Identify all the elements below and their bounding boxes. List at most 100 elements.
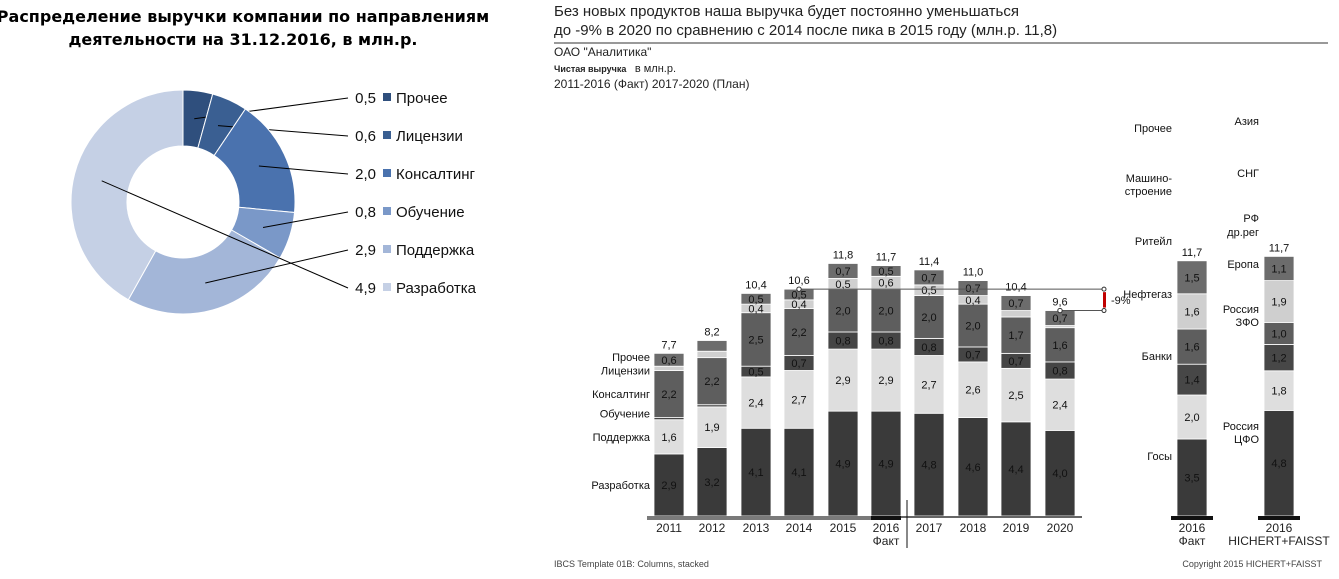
segment-value-label: 1,6 bbox=[1184, 306, 1199, 318]
segment-bar-нефтегаз bbox=[1176, 363, 1208, 396]
bar-total-label: 11,0 bbox=[963, 267, 984, 279]
segment-axis-label: СНГ bbox=[1237, 168, 1259, 180]
bar-value-label: 2,6 bbox=[965, 385, 980, 397]
segment-bar-снг bbox=[1263, 280, 1295, 323]
segment-axis-label: Азия bbox=[1235, 116, 1260, 128]
segment-axis-label: РФ bbox=[1243, 213, 1259, 225]
x-tick-label-2018: 2018 bbox=[960, 521, 987, 535]
measure-bold: Чистая выручка bbox=[554, 64, 627, 74]
segment-axis-label: Ритейл bbox=[1135, 236, 1172, 248]
header-line-2: до -9% в 2020 по сравнению с 2014 после … bbox=[554, 22, 1057, 39]
bar-total-label: 10,4 bbox=[745, 279, 766, 291]
bar-value-label: 4,4 bbox=[1008, 464, 1023, 476]
bar-value-label: 2,2 bbox=[661, 389, 676, 401]
bar-2012-консалтинг bbox=[696, 357, 728, 406]
legend-swatch-консалтинг bbox=[383, 169, 391, 177]
bar-value-label: 1,6 bbox=[661, 432, 676, 444]
segment-value-label: 1,9 bbox=[1271, 297, 1286, 309]
bar-value-label: 4,6 bbox=[965, 462, 980, 474]
legend-label-лицензии: Лицензии bbox=[396, 128, 463, 145]
bar-2015-поддержка bbox=[827, 348, 859, 412]
x-tick-label-2012: 2012 bbox=[699, 521, 726, 535]
bar-value-label: 2,7 bbox=[791, 394, 806, 406]
bar-value-label: 0,8 bbox=[835, 336, 850, 348]
delta-marker bbox=[796, 286, 802, 292]
donut-title-line-2: деятельности на 31.12.2016, в млн.р. bbox=[68, 30, 417, 49]
bar-2011-консалтинг bbox=[653, 370, 685, 418]
segment-total-label: 11,7 bbox=[1182, 247, 1203, 259]
bar-2017-прочее bbox=[913, 269, 945, 286]
segment-axis-label: Прочее bbox=[1134, 123, 1172, 135]
bar-value-label: 0,4 bbox=[965, 295, 980, 307]
bar-total-label: 8,2 bbox=[704, 327, 719, 339]
bar-2018-консалтинг bbox=[957, 303, 989, 348]
series-label-konsalting: Консалтинг bbox=[592, 389, 650, 401]
bar-value-label: 0,7 bbox=[791, 358, 806, 370]
measure-line: Чистая выручка в млн.р. bbox=[554, 59, 676, 76]
bar-total-label: 11,8 bbox=[833, 249, 854, 261]
bar-2020-разработка bbox=[1044, 429, 1076, 517]
bar-2013-консалтинг bbox=[740, 312, 772, 367]
bar-value-label: 4,0 bbox=[1052, 468, 1067, 480]
donut-leader-line bbox=[258, 165, 349, 175]
segment-bar-банки bbox=[1176, 394, 1208, 440]
donut-leader-line bbox=[262, 211, 349, 229]
bar-value-label: 4,8 bbox=[921, 460, 936, 472]
bar-value-label: 0,7 bbox=[965, 349, 980, 361]
bar-total-label: 11,4 bbox=[919, 256, 940, 268]
bar-2016-прочее bbox=[870, 265, 902, 277]
bar-2019-разработка bbox=[1000, 421, 1032, 517]
x-tick-label-2019: 2019 bbox=[1003, 521, 1030, 535]
x-tick-label-2011: 2011 bbox=[656, 521, 682, 535]
bar-value-label: 0,5 bbox=[835, 279, 850, 291]
segment-axis-label: Россия bbox=[1223, 304, 1259, 316]
bar-value-label: 0,6 bbox=[661, 355, 676, 367]
segment-value-label: 1,0 bbox=[1271, 328, 1286, 340]
bar-value-label: 0,6 bbox=[878, 278, 893, 290]
segment-axis-label: строение bbox=[1125, 186, 1172, 198]
bar-value-label: 2,7 bbox=[921, 379, 936, 391]
segment-axis-label: Нефтегаз bbox=[1123, 289, 1172, 301]
donut-title-line-1: Распределение выручки компании по направ… bbox=[0, 7, 489, 26]
donut-value-label: 0,8 bbox=[355, 204, 376, 221]
company-name: ОАО "Аналитика" bbox=[554, 45, 651, 59]
axis-baseline-actual bbox=[647, 516, 871, 520]
legend-label-разработка: Разработка bbox=[396, 280, 477, 297]
donut-leader-line bbox=[205, 249, 349, 284]
delta-marker bbox=[1101, 308, 1107, 314]
measure-unit: в млн.р. bbox=[635, 63, 676, 75]
x-tick-label-2014: 2014 bbox=[786, 521, 813, 535]
x-tick-sublabel: Факт bbox=[873, 534, 900, 548]
bar-value-label: 2,2 bbox=[791, 327, 806, 339]
stacked-columns-panel: Без новых продуктов наша выручка будет п… bbox=[554, 3, 1330, 569]
bar-value-label: 0,5 bbox=[748, 294, 763, 306]
segment-total-label: 11,7 bbox=[1269, 242, 1290, 254]
bar-2016-консалтинг bbox=[870, 288, 902, 333]
series-label-prochee: Прочее bbox=[612, 352, 650, 364]
bar-total-label: 11,7 bbox=[876, 252, 897, 264]
yearly-columns: 2,9 1,6 2,2 0,6 7,7 2011 3,2 1,9 2,2 8,2 2012 4,1 2,… bbox=[591, 249, 1131, 548]
donut-slice-поддержка bbox=[127, 229, 281, 315]
segment-bar-азия bbox=[1263, 255, 1295, 281]
segment-bar-ритейл bbox=[1176, 328, 1208, 365]
donut-value-label: 0,6 bbox=[355, 128, 376, 145]
bar-value-label: 2,0 bbox=[921, 312, 936, 324]
bar-value-label: 4,1 bbox=[748, 467, 763, 479]
bar-value-label: 0,8 bbox=[1052, 365, 1067, 377]
bar-total-label: 9,6 bbox=[1052, 297, 1067, 309]
bar-value-label: 2,4 bbox=[748, 398, 763, 410]
series-label-razrabotka: Разработка bbox=[591, 480, 651, 492]
x-tick-label-2013: 2013 bbox=[743, 521, 770, 535]
segment-baseline bbox=[1258, 516, 1300, 520]
donut-value-label: 2,0 bbox=[355, 166, 376, 183]
bar-2018-поддержка bbox=[957, 361, 989, 418]
bar-value-label: 0,7 bbox=[835, 266, 850, 278]
bar-value-label: 2,9 bbox=[661, 480, 676, 492]
bar-value-label: 2,0 bbox=[965, 321, 980, 333]
bar-2014-консалтинг bbox=[783, 308, 815, 356]
bar-2012-поддержка bbox=[696, 406, 728, 448]
bar-value-label: 2,5 bbox=[1008, 390, 1023, 402]
bar-value-label: 2,0 bbox=[835, 306, 850, 318]
bar-2019-лицензии bbox=[1000, 310, 1032, 318]
bar-value-label: 1,9 bbox=[704, 422, 719, 434]
